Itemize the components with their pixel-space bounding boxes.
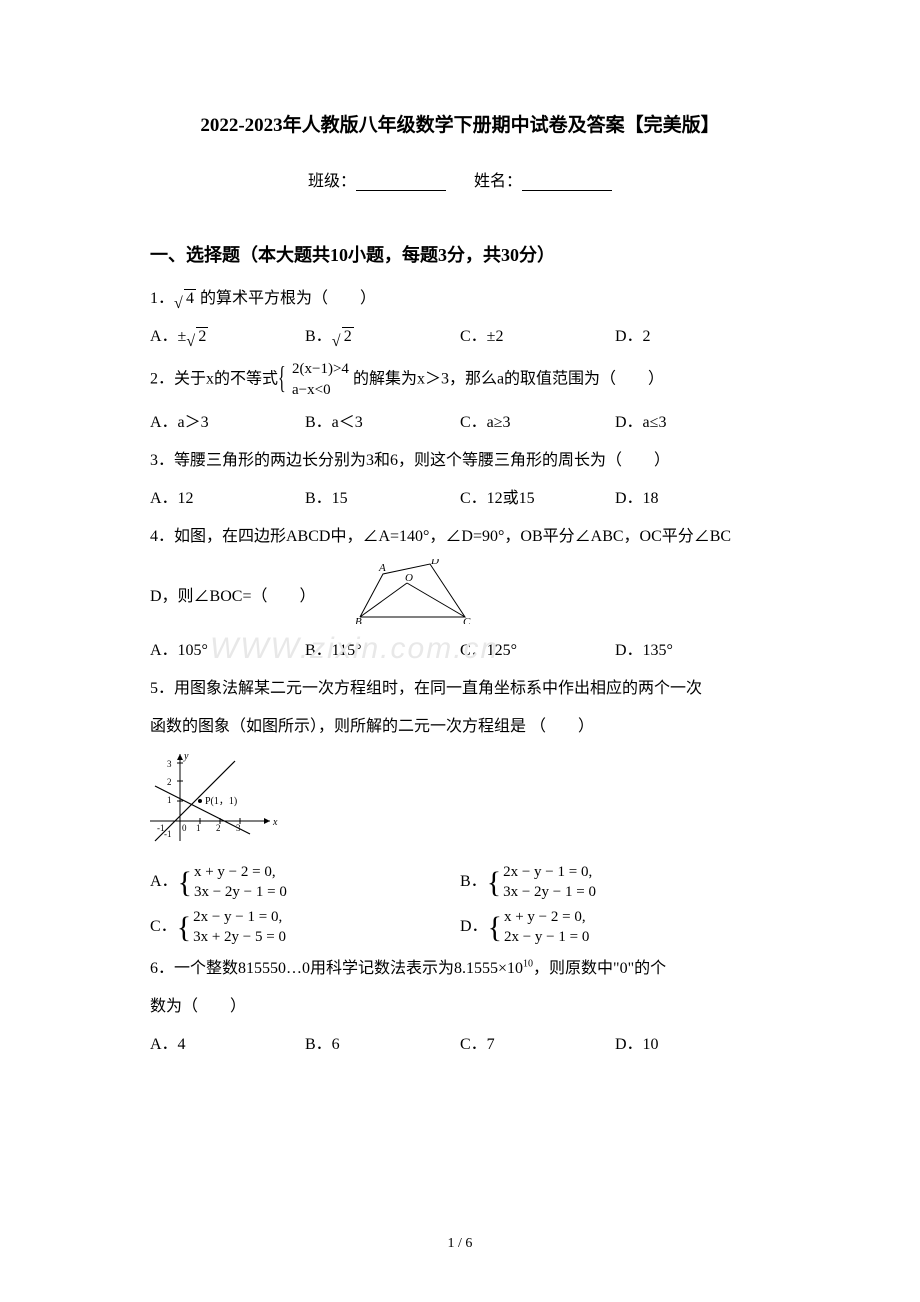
svg-text:1: 1	[196, 823, 201, 833]
q6-opt-b[interactable]: B．6	[305, 1029, 460, 1061]
svg-text:C: C	[463, 616, 471, 624]
student-info-line: 班级： 姓名：	[150, 167, 770, 191]
q5-opt-c[interactable]: C． { 2x − y − 1 = 0,3x + 2y − 5 = 0	[150, 908, 460, 947]
q6-options: A．4 B．6 C．7 D．10	[150, 1029, 770, 1061]
page-title: 2022-2023年人教版八年级数学下册期中试卷及答案【完美版】	[150, 110, 770, 137]
q2-text: 2．关于x的不等式 2(x−1)>4 a−x<0 的解集为x＞3，那么a的取值范…	[150, 359, 770, 401]
svg-text:B: B	[355, 616, 362, 624]
q3-options: A．12 B．15 C．12或15 D．18	[150, 483, 770, 515]
q2-sys-2: a−x<0	[292, 380, 349, 401]
q6-opt-c[interactable]: C．7	[460, 1029, 615, 1061]
svg-text:P(1，1): P(1，1)	[205, 796, 237, 807]
q2-sys-1: 2(x−1)>4	[292, 359, 349, 380]
svg-text:x: x	[272, 817, 278, 828]
q5-opt-a[interactable]: A． { x + y − 2 = 0,3x − 2y − 1 = 0	[150, 863, 460, 902]
q3-opt-a[interactable]: A．12	[150, 483, 305, 515]
q5-text-1: 5．用图象法解某二元一次方程组时，在同一直角坐标系中作出相应的两个一次	[150, 673, 770, 705]
q4-diagram: A D O B C	[335, 559, 485, 629]
q4-text-1: 4．如图，在四边形ABCD中，∠A=140°，∠D=90°，OB平分∠ABC，O…	[150, 521, 770, 553]
svg-text:y: y	[183, 751, 189, 762]
class-blank[interactable]	[356, 173, 446, 191]
q5-opt-b[interactable]: B． { 2x − y − 1 = 0,3x − 2y − 1 = 0	[460, 863, 770, 902]
q1-opt-c[interactable]: C．±2	[460, 321, 615, 353]
q2-opt-d[interactable]: D．a≤3	[615, 407, 770, 439]
q2-prefix: 2．关于x的不等式	[150, 371, 278, 388]
q1-opt-d[interactable]: D．2	[615, 321, 770, 353]
svg-text:2: 2	[167, 777, 172, 787]
svg-text:A: A	[378, 562, 386, 574]
q5-text-2: 函数的图象（如图所示），则所解的二元一次方程组是 （ ）	[150, 711, 770, 743]
svg-text:-1: -1	[164, 829, 172, 839]
q2-options: A．a＞3 B．a＜3 C．a≥3 D．a≤3	[150, 407, 770, 439]
name-blank[interactable]	[522, 173, 612, 191]
q5-diagram: P(1，1) x y 1 2 3 0 -1 1 2 3 -1	[150, 751, 770, 851]
q6-opt-a[interactable]: A．4	[150, 1029, 305, 1061]
q6-text-2: 数为（ ）	[150, 991, 770, 1023]
q2-opt-b[interactable]: B．a＜3	[305, 407, 460, 439]
svg-text:2: 2	[216, 823, 221, 833]
q2-opt-c[interactable]: C．a≥3	[460, 407, 615, 439]
q3-text: 3．等腰三角形的两边长分别为3和6，则这个等腰三角形的周长为（ ）	[150, 445, 770, 477]
q3-opt-c[interactable]: C．12或15	[460, 483, 615, 515]
q5-opt-d[interactable]: D． { x + y − 2 = 0,2x − y − 1 = 0	[460, 908, 770, 947]
svg-text:3: 3	[167, 759, 172, 769]
q1-opt-b[interactable]: B．2	[305, 321, 460, 353]
name-label: 姓名：	[474, 173, 522, 190]
svg-text:D: D	[430, 559, 439, 567]
page-footer: 1 / 6	[0, 1236, 920, 1252]
svg-text:O: O	[405, 572, 413, 584]
q4-opt-d[interactable]: D．135°	[615, 635, 770, 667]
svg-text:0: 0	[182, 823, 187, 833]
q6-text-1: 6．一个整数815550…0用科学记数法表示为8.1555×1010，则原数中"…	[150, 953, 770, 985]
q3-opt-d[interactable]: D．18	[615, 483, 770, 515]
svg-text:1: 1	[167, 795, 172, 805]
q2-system: 2(x−1)>4 a−x<0	[282, 359, 349, 401]
q4-text-2: D，则∠BOC=（ ）	[150, 582, 315, 606]
q2-suffix: 的解集为x＞3，那么a的取值范围为（ ）	[353, 371, 664, 388]
q5-options-cd: C． { 2x − y − 1 = 0,3x + 2y − 5 = 0 D． {…	[150, 908, 770, 947]
q1-text: 1．4 的算术平方根为（ ）	[150, 283, 770, 315]
q5-options-ab: A． { x + y − 2 = 0,3x − 2y − 1 = 0 B． { …	[150, 863, 770, 902]
q4-options: A．105° B．115° C．125° D．135°	[150, 635, 770, 667]
section-1-title: 一、选择题（本大题共10小题，每题3分，共30分）	[150, 241, 770, 267]
q1-options: A．±2 B．2 C．±2 D．2	[150, 321, 770, 353]
q6-opt-d[interactable]: D．10	[615, 1029, 770, 1061]
svg-text:3: 3	[236, 823, 241, 833]
class-label: 班级：	[308, 173, 356, 190]
q4-opt-a[interactable]: A．105°	[150, 635, 305, 667]
q3-opt-b[interactable]: B．15	[305, 483, 460, 515]
q4-opt-b[interactable]: B．115°	[305, 635, 460, 667]
q4-opt-c[interactable]: C．125°	[460, 635, 615, 667]
